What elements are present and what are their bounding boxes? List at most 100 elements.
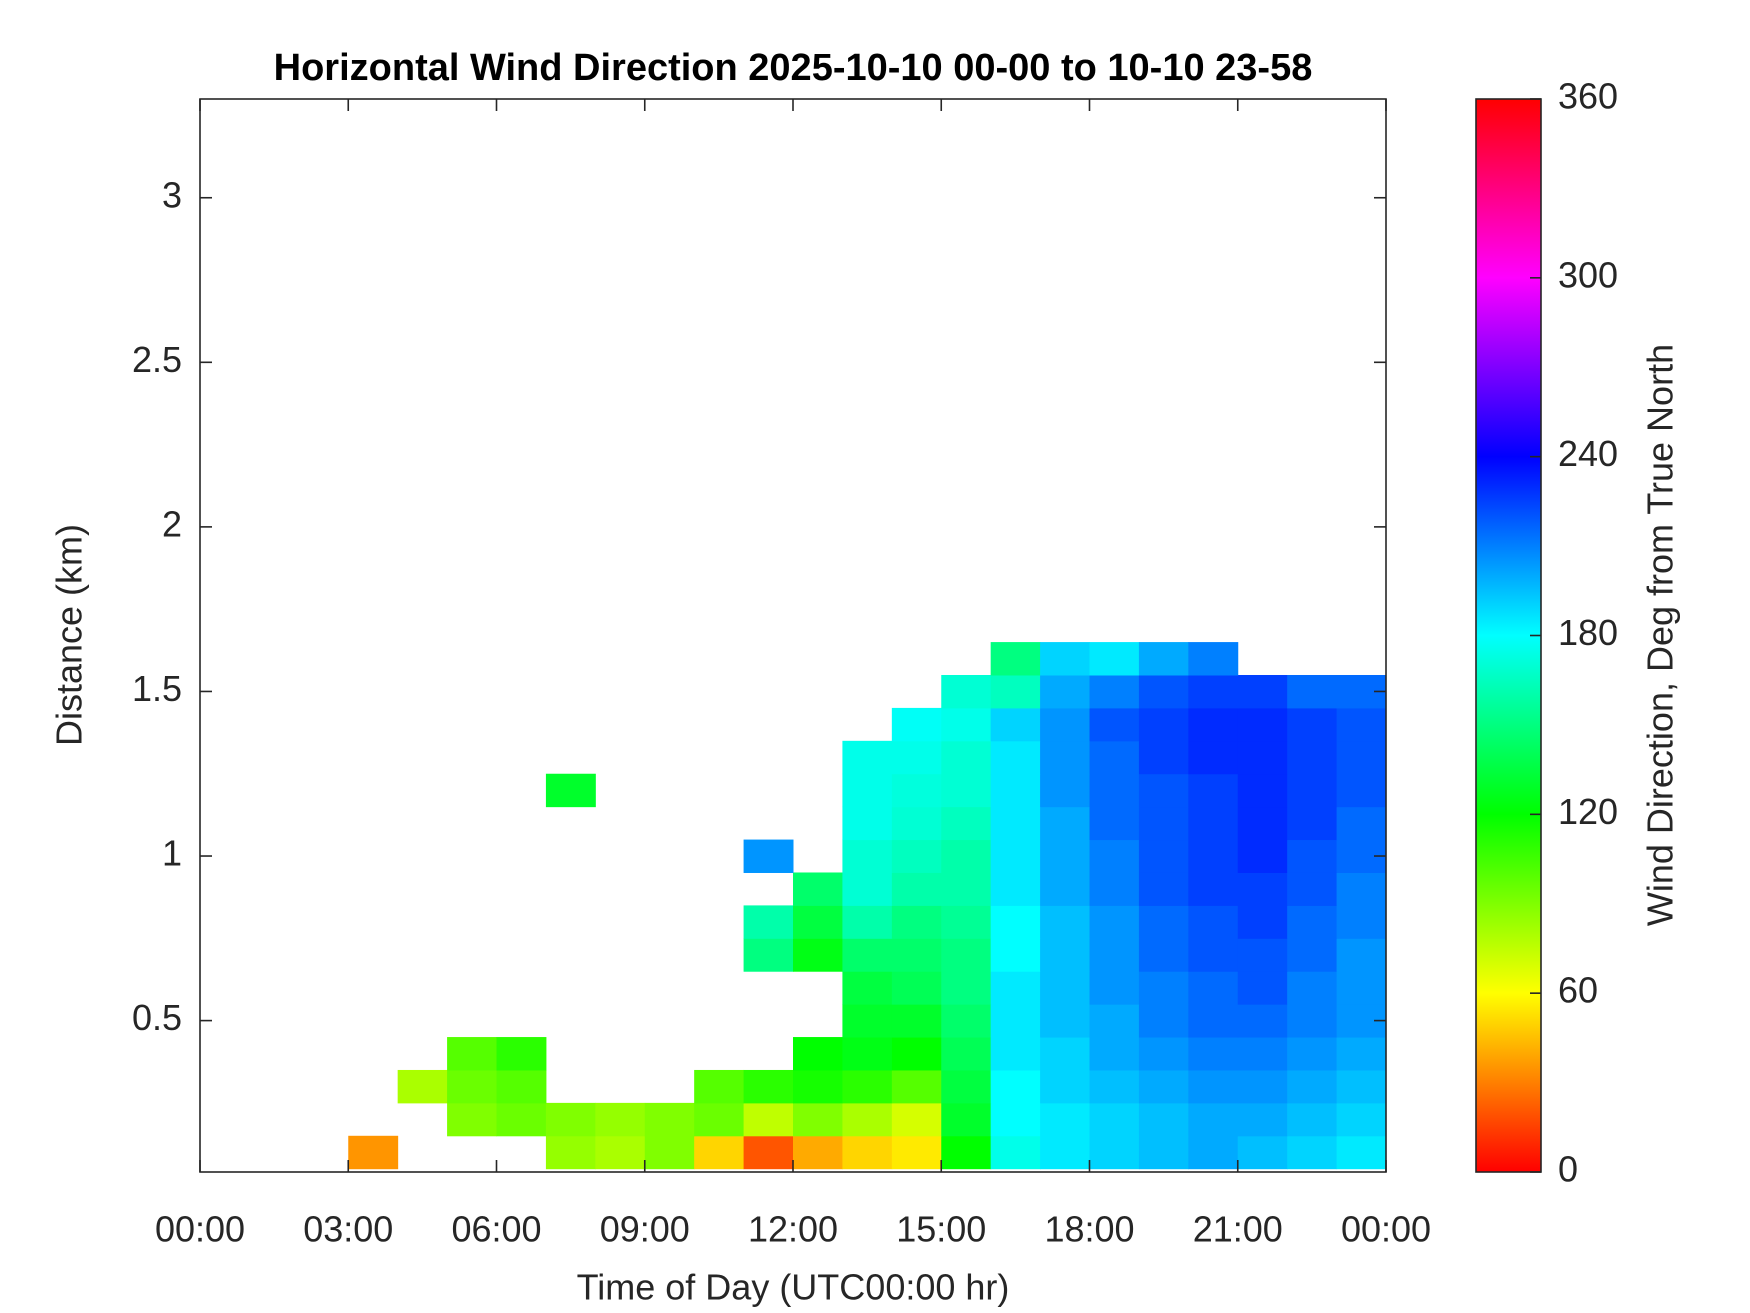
heat-cell xyxy=(1138,1135,1189,1170)
heat-cell xyxy=(1040,971,1090,1005)
x-tick-label: 03:00 xyxy=(303,1209,393,1250)
heat-cell xyxy=(793,1037,843,1071)
heatmap xyxy=(348,642,1387,1170)
x-axis-label: Time of Day (UTC00:00 hr) xyxy=(577,1267,1010,1308)
y-tick-label: 2 xyxy=(162,503,182,544)
heat-cell xyxy=(1336,1037,1387,1071)
heat-cell xyxy=(1237,1069,1288,1104)
heat-cell xyxy=(1188,872,1239,906)
heat-cell xyxy=(842,938,893,972)
heat-cell xyxy=(1336,1069,1387,1104)
heat-cell xyxy=(941,1135,992,1170)
heat-cell xyxy=(1336,806,1387,841)
heat-cell xyxy=(1336,905,1387,939)
heat-cell xyxy=(1089,674,1140,709)
heat-cell xyxy=(1287,1037,1338,1071)
heat-cell xyxy=(447,1069,497,1104)
heat-cell xyxy=(1287,1004,1338,1038)
heat-cell xyxy=(891,1069,942,1104)
heat-cell xyxy=(1287,839,1338,873)
heat-cell xyxy=(990,1037,1041,1071)
heat-cell xyxy=(743,1102,794,1137)
heat-cell xyxy=(595,1135,646,1170)
y-axis-label: Distance (km) xyxy=(49,524,90,746)
heat-cell xyxy=(1089,839,1140,873)
heat-cell xyxy=(1287,740,1338,775)
heat-cell xyxy=(1089,773,1140,808)
colorbar-tick-label: 0 xyxy=(1558,1149,1578,1190)
heat-cell xyxy=(842,905,893,939)
heat-cell xyxy=(743,1069,794,1104)
heat-cell xyxy=(842,872,893,906)
heat-cell xyxy=(1138,971,1189,1005)
heat-cell xyxy=(1040,1069,1090,1104)
heat-cell xyxy=(891,905,942,939)
heat-cell xyxy=(1287,905,1338,939)
heat-cell xyxy=(694,1069,745,1104)
heat-cell xyxy=(545,1135,596,1170)
heat-cell xyxy=(1040,773,1090,808)
heat-cell xyxy=(1188,773,1239,808)
heat-cell xyxy=(447,1037,497,1071)
heat-cell xyxy=(1040,1004,1090,1038)
heat-cell xyxy=(447,1102,497,1137)
heat-cell xyxy=(1138,1069,1189,1104)
y-tick-label: 0.5 xyxy=(132,997,182,1038)
heat-cell xyxy=(743,938,794,972)
heat-cell xyxy=(1040,674,1090,709)
heat-cell xyxy=(1237,872,1288,906)
heat-cell xyxy=(990,839,1041,873)
heat-cell xyxy=(891,773,942,808)
heat-cell xyxy=(1040,740,1090,775)
heat-cell xyxy=(1237,773,1288,808)
heat-cell xyxy=(1237,707,1288,742)
chart-title: Horizontal Wind Direction 2025-10-10 00-… xyxy=(274,47,1313,89)
heat-cell xyxy=(1188,642,1239,676)
heat-cell xyxy=(694,1135,745,1170)
x-tick-label: 00:00 xyxy=(1341,1209,1431,1250)
heat-cell xyxy=(1188,1004,1239,1038)
colorbar-label: Wind Direction, Deg from True North xyxy=(1640,344,1681,926)
heat-cell xyxy=(1287,707,1338,742)
heat-cell xyxy=(842,1037,893,1071)
heat-cell xyxy=(1089,872,1140,906)
heat-cell xyxy=(941,707,992,742)
heat-cell xyxy=(1089,1069,1140,1104)
heat-cell xyxy=(941,872,992,906)
heat-cell xyxy=(990,872,1041,906)
heat-cell xyxy=(1237,1102,1288,1137)
heat-cell xyxy=(842,806,893,841)
heat-cell xyxy=(1089,642,1140,676)
heat-cell xyxy=(941,1004,992,1038)
heat-cell xyxy=(1089,740,1140,775)
heat-cell xyxy=(1089,1102,1140,1137)
heat-cell xyxy=(842,1069,893,1104)
colorbar-tick-label: 60 xyxy=(1558,970,1598,1011)
heat-cell xyxy=(941,674,992,709)
heat-cell xyxy=(1089,1004,1140,1038)
heat-cell xyxy=(891,938,942,972)
heat-cell xyxy=(990,905,1041,939)
heat-cell xyxy=(1040,938,1090,972)
heat-cell xyxy=(1040,1037,1090,1071)
heat-cell xyxy=(1089,1135,1140,1170)
heat-cell xyxy=(1287,872,1338,906)
heat-cell xyxy=(1040,642,1090,676)
heat-cell xyxy=(1237,1004,1288,1038)
heat-cell xyxy=(941,740,992,775)
heat-cell xyxy=(1287,773,1338,808)
heat-cell xyxy=(1089,938,1140,972)
heat-cell xyxy=(1237,905,1288,939)
heat-cell xyxy=(1138,1037,1189,1071)
heat-cell xyxy=(793,872,843,906)
heat-cell xyxy=(990,740,1041,775)
heat-cell xyxy=(842,1004,893,1038)
heat-cell xyxy=(1138,872,1189,906)
heat-cell xyxy=(496,1037,547,1071)
heat-cell xyxy=(990,642,1041,676)
heat-cell xyxy=(644,1135,695,1170)
heat-cell xyxy=(1138,905,1189,939)
heat-cell xyxy=(891,806,942,841)
heat-cell xyxy=(1089,971,1140,1005)
heat-cell xyxy=(842,1135,893,1170)
